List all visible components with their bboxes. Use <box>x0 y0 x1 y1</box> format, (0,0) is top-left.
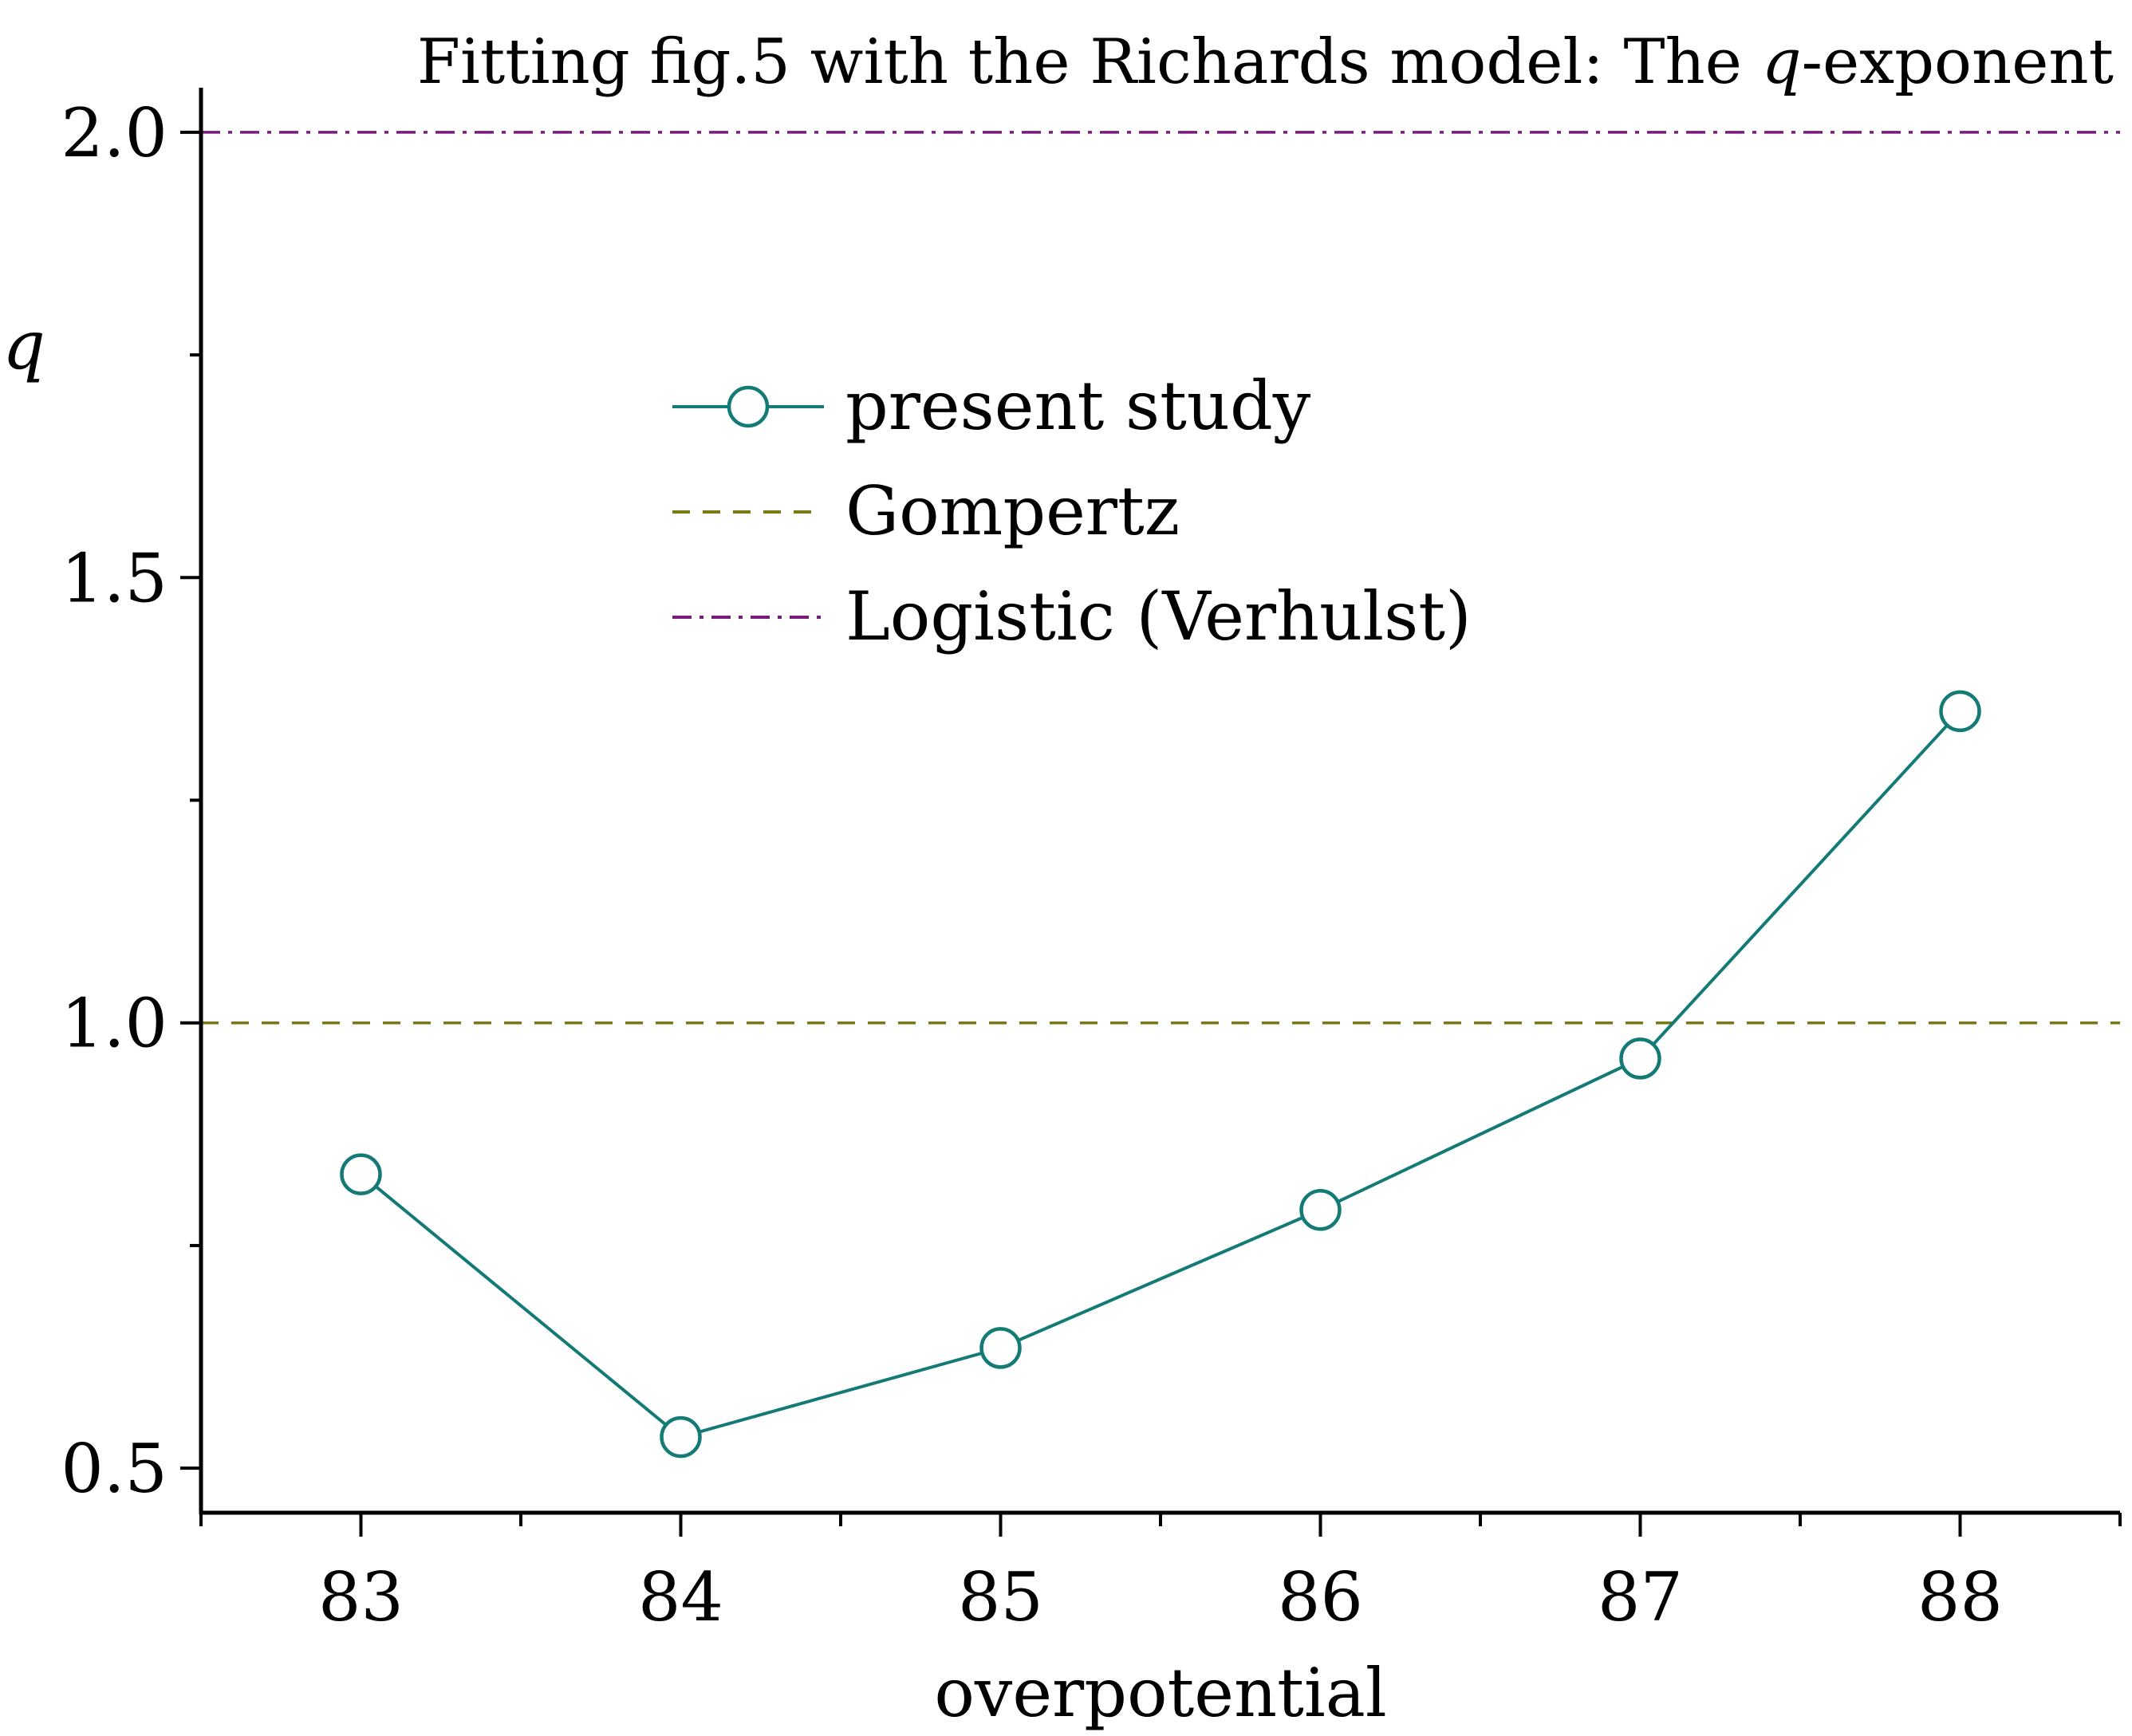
legend-marker-1 <box>727 385 770 428</box>
x-axis-label: overpotential <box>934 1654 1386 1732</box>
x-tick-label: 83 <box>318 1558 404 1636</box>
reference-lines <box>201 131 2120 1025</box>
x-tick-label: 88 <box>1917 1558 2003 1636</box>
legend-label-2: Gompertz <box>845 472 1180 550</box>
y-tick-label: 1.0 <box>61 985 167 1063</box>
chart-title: Fitting fig.5 with the Richards model: T… <box>417 26 2114 98</box>
y-tick-label: 2.0 <box>61 94 167 172</box>
data-point-84 <box>660 1415 702 1458</box>
chart-title-part-1: Fitting fig.5 with the Richards model: T… <box>417 26 1762 98</box>
series-line-1 <box>360 710 1961 1439</box>
chart-title-part-3: -exponent <box>1802 26 2114 98</box>
data-point-87 <box>1619 1037 1661 1080</box>
x-tick-label: 86 <box>1278 1558 1363 1636</box>
x-tick-label: 87 <box>1598 1558 1683 1636</box>
axes <box>199 88 2120 1515</box>
legend-label-1: present study <box>845 367 1311 445</box>
chart-title-part-2: q <box>1762 26 1802 98</box>
x-tick-label: 84 <box>638 1558 723 1636</box>
y-ticks: 0.5 1.0 1.5 2.0 <box>61 94 201 1508</box>
y-tick-label: 0.5 <box>61 1430 167 1508</box>
data-point-85 <box>979 1327 1022 1369</box>
y-tick-label: 1.5 <box>61 539 167 617</box>
data-point-86 <box>1299 1189 1342 1231</box>
x-tick-label: 85 <box>958 1558 1043 1636</box>
series-layer <box>340 690 1981 1458</box>
data-point-83 <box>340 1153 382 1195</box>
legend: present study Gompertz Logistic (Verhulst) <box>672 367 1472 655</box>
y-axis-label: q <box>2 306 45 384</box>
x-ticks: 83 84 85 86 87 88 <box>199 1513 2122 1636</box>
legend-label-3: Logistic (Verhulst) <box>845 577 1472 655</box>
data-point-88 <box>1939 690 1981 733</box>
